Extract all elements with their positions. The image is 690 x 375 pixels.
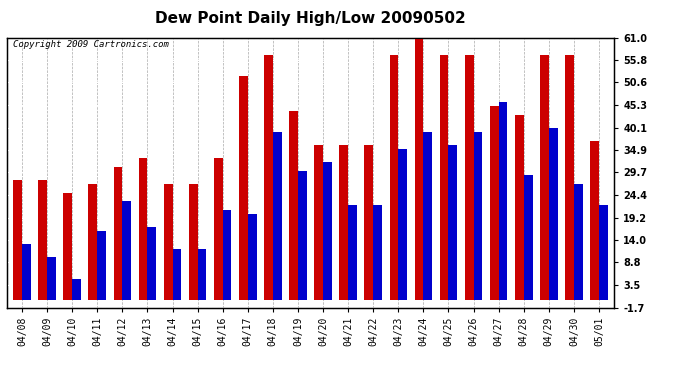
Bar bbox=[122, 201, 131, 300]
Bar bbox=[139, 158, 148, 300]
Bar bbox=[273, 132, 282, 300]
Bar bbox=[473, 132, 482, 300]
Bar bbox=[88, 184, 97, 300]
Bar bbox=[22, 244, 31, 300]
Bar bbox=[390, 55, 398, 300]
Bar bbox=[114, 166, 122, 300]
Bar bbox=[47, 257, 56, 300]
Bar bbox=[264, 55, 273, 300]
Bar bbox=[524, 175, 533, 300]
Bar bbox=[540, 55, 549, 300]
Bar bbox=[323, 162, 332, 300]
Bar bbox=[13, 180, 22, 300]
Bar bbox=[298, 171, 307, 300]
Bar bbox=[515, 115, 524, 300]
Bar bbox=[364, 145, 373, 300]
Bar bbox=[599, 206, 608, 300]
Bar bbox=[549, 128, 558, 300]
Bar bbox=[97, 231, 106, 300]
Bar bbox=[424, 132, 432, 300]
Bar bbox=[172, 249, 181, 300]
Bar bbox=[448, 145, 457, 300]
Bar bbox=[289, 111, 298, 300]
Bar bbox=[38, 180, 47, 300]
Bar bbox=[348, 206, 357, 300]
Bar bbox=[415, 38, 424, 300]
Bar bbox=[590, 141, 599, 300]
Bar bbox=[440, 55, 449, 300]
Bar bbox=[499, 102, 507, 300]
Bar bbox=[197, 249, 206, 300]
Bar bbox=[565, 55, 574, 300]
Text: Dew Point Daily High/Low 20090502: Dew Point Daily High/Low 20090502 bbox=[155, 11, 466, 26]
Bar bbox=[339, 145, 348, 300]
Bar bbox=[398, 150, 407, 300]
Bar bbox=[72, 279, 81, 300]
Bar bbox=[164, 184, 172, 300]
Bar bbox=[63, 192, 72, 300]
Bar bbox=[223, 210, 231, 300]
Bar bbox=[465, 55, 473, 300]
Bar bbox=[214, 158, 223, 300]
Bar bbox=[248, 214, 257, 300]
Bar bbox=[148, 227, 156, 300]
Bar bbox=[574, 184, 583, 300]
Bar bbox=[314, 145, 323, 300]
Bar bbox=[239, 76, 248, 300]
Bar bbox=[189, 184, 197, 300]
Bar bbox=[490, 106, 499, 300]
Bar bbox=[373, 206, 382, 300]
Text: Copyright 2009 Cartronics.com: Copyright 2009 Cartronics.com bbox=[13, 40, 169, 49]
